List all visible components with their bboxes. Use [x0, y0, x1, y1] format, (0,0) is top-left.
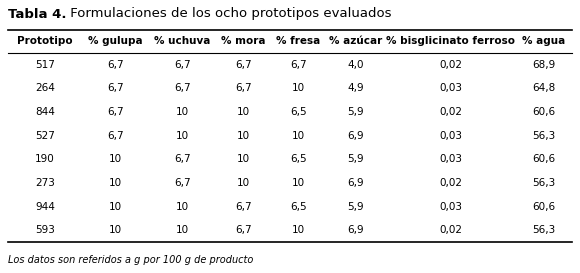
Text: 10: 10	[292, 83, 304, 93]
Text: 6,7: 6,7	[107, 130, 124, 141]
Text: 60,6: 60,6	[532, 201, 556, 212]
Text: 6,7: 6,7	[107, 60, 124, 70]
Text: 10: 10	[237, 130, 250, 141]
Text: 264: 264	[35, 83, 55, 93]
Text: 6,5: 6,5	[290, 201, 306, 212]
Text: 6,7: 6,7	[174, 154, 191, 164]
Text: 5,9: 5,9	[347, 107, 364, 117]
Text: 6,9: 6,9	[347, 225, 364, 235]
Text: 4,0: 4,0	[347, 60, 364, 70]
Text: 844: 844	[35, 107, 55, 117]
Text: 60,6: 60,6	[532, 154, 556, 164]
Text: 527: 527	[35, 130, 55, 141]
Text: 6,7: 6,7	[235, 201, 252, 212]
Text: 0,02: 0,02	[439, 60, 462, 70]
Text: 10: 10	[237, 107, 250, 117]
Text: 10: 10	[292, 178, 304, 188]
Text: 517: 517	[35, 60, 55, 70]
Text: % bisglicinato ferroso: % bisglicinato ferroso	[386, 36, 515, 46]
Text: 0,02: 0,02	[439, 107, 462, 117]
Text: 6,7: 6,7	[174, 83, 191, 93]
Text: 56,3: 56,3	[532, 178, 556, 188]
Text: 6,9: 6,9	[347, 178, 364, 188]
Text: 10: 10	[109, 178, 122, 188]
Text: 5,9: 5,9	[347, 201, 364, 212]
Text: % agua: % agua	[522, 36, 566, 46]
Text: 6,7: 6,7	[235, 225, 252, 235]
Text: 10: 10	[292, 130, 304, 141]
Text: Tabla 4.: Tabla 4.	[8, 7, 67, 20]
Text: 190: 190	[35, 154, 55, 164]
Text: 6,7: 6,7	[107, 107, 124, 117]
Text: Formulaciones de los ocho prototipos evaluados: Formulaciones de los ocho prototipos eva…	[67, 7, 392, 20]
Text: 10: 10	[176, 225, 189, 235]
Text: 10: 10	[176, 107, 189, 117]
Text: 0,02: 0,02	[439, 225, 462, 235]
Text: 56,3: 56,3	[532, 130, 556, 141]
Text: 68,9: 68,9	[532, 60, 556, 70]
Text: % gulupa: % gulupa	[88, 36, 143, 46]
Text: Los datos son referidos a g por 100 g de producto: Los datos son referidos a g por 100 g de…	[8, 255, 253, 265]
Text: % uchuva: % uchuva	[154, 36, 211, 46]
Text: 6,5: 6,5	[290, 154, 306, 164]
Text: 273: 273	[35, 178, 55, 188]
Text: 56,3: 56,3	[532, 225, 556, 235]
Text: 0,02: 0,02	[439, 178, 462, 188]
Text: % azúcar: % azúcar	[329, 36, 382, 46]
Text: 10: 10	[109, 201, 122, 212]
Text: 10: 10	[176, 201, 189, 212]
Text: 10: 10	[237, 154, 250, 164]
Text: 0,03: 0,03	[439, 154, 462, 164]
Text: 944: 944	[35, 201, 55, 212]
Text: 593: 593	[35, 225, 55, 235]
Text: 10: 10	[109, 154, 122, 164]
Text: 64,8: 64,8	[532, 83, 556, 93]
Text: 10: 10	[176, 130, 189, 141]
Text: 10: 10	[292, 225, 304, 235]
Text: 6,9: 6,9	[347, 130, 364, 141]
Text: 0,03: 0,03	[439, 130, 462, 141]
Text: 0,03: 0,03	[439, 83, 462, 93]
Text: 6,7: 6,7	[235, 60, 252, 70]
Text: 6,7: 6,7	[235, 83, 252, 93]
Text: 6,7: 6,7	[174, 178, 191, 188]
Text: Prototipo: Prototipo	[17, 36, 72, 46]
Text: 6,7: 6,7	[174, 60, 191, 70]
Text: 4,9: 4,9	[347, 83, 364, 93]
Text: 0,03: 0,03	[439, 201, 462, 212]
Text: 10: 10	[109, 225, 122, 235]
Text: 6,7: 6,7	[290, 60, 306, 70]
Text: 6,5: 6,5	[290, 107, 306, 117]
Text: % mora: % mora	[221, 36, 266, 46]
Text: 6,7: 6,7	[107, 83, 124, 93]
Text: 10: 10	[237, 178, 250, 188]
Text: 5,9: 5,9	[347, 154, 364, 164]
Text: 60,6: 60,6	[532, 107, 556, 117]
Text: % fresa: % fresa	[276, 36, 320, 46]
